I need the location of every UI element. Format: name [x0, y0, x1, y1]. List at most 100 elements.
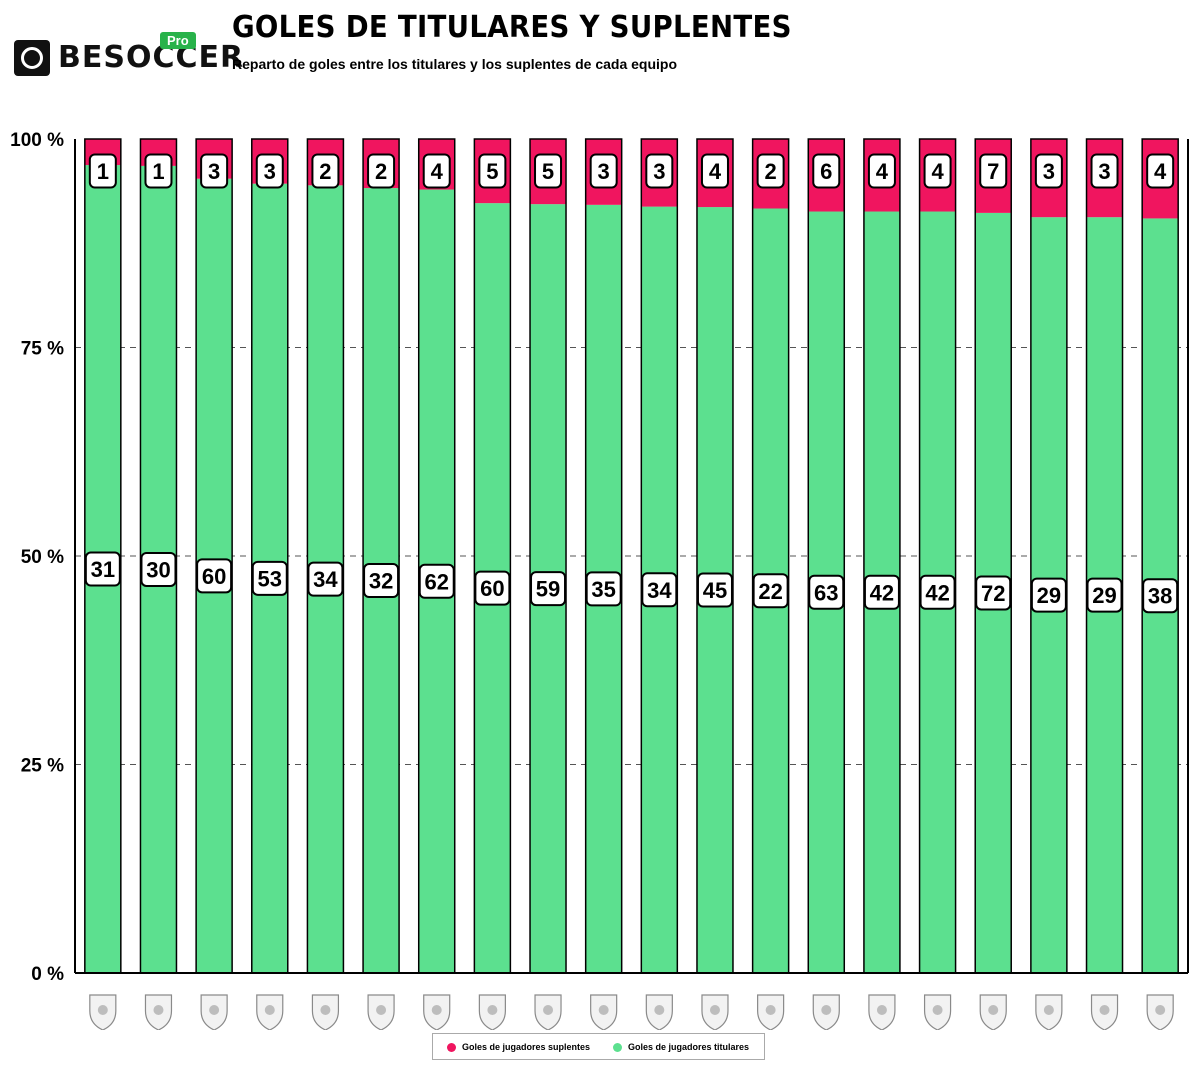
bar-value-label-suplentes: 5 — [486, 159, 498, 184]
real-madrid-crest-icon — [423, 994, 451, 1030]
bar-value-label-suplentes: 4 — [1154, 159, 1167, 184]
y-tick-label: 50 % — [21, 547, 64, 568]
bar-value-label-titulares: 22 — [758, 579, 782, 604]
bar-value-label-titulares-box — [641, 572, 678, 608]
osasuna-crest-icon — [590, 994, 618, 1030]
manchester-city-crest-icon — [478, 994, 506, 1030]
bar-value-label-suplentes-box — [478, 153, 507, 189]
bar-value-label-titulares: 53 — [258, 566, 282, 591]
bar-value-label-suplentes: 1 — [152, 159, 164, 184]
bar-value-label-suplentes: 4 — [431, 159, 444, 184]
bar-value-label-titulares: 60 — [202, 564, 226, 589]
y-tick-label: 25 % — [21, 756, 64, 777]
bar-value-label-suplentes: 5 — [542, 159, 554, 184]
bar-value-label-titulares-box — [808, 574, 845, 610]
bar-value-label-suplentes: 6 — [820, 159, 832, 184]
bar-value-label-suplentes-box — [534, 153, 563, 189]
bar-value-label-suplentes-box — [812, 153, 841, 189]
bar-value-label-suplentes-box — [1146, 153, 1175, 189]
udinese-crest-icon — [311, 994, 340, 1030]
bar-value-label-suplentes-box — [1034, 153, 1063, 189]
legend-item-titulares: Goles de jugadores titulares — [613, 1042, 749, 1052]
bar-value-label-titulares-box — [863, 574, 900, 610]
bar-value-label-suplentes: 3 — [653, 159, 665, 184]
bar-value-label-suplentes-box — [367, 153, 396, 189]
bar-value-label-suplentes: 4 — [931, 159, 944, 184]
bar-value-label-titulares: 72 — [981, 581, 1005, 606]
bar-value-label-titulares-box — [307, 561, 344, 597]
bar-value-label-suplentes-box — [144, 153, 173, 189]
bar-value-label-suplentes-box — [88, 153, 117, 189]
sevilla-crest-icon — [1035, 994, 1063, 1030]
bar-value-label-suplentes: 3 — [264, 159, 276, 184]
bar-value-label-suplentes: 3 — [208, 159, 220, 184]
legend-suplentes-swatch — [447, 1042, 456, 1052]
bar-value-label-titulares-box — [919, 574, 956, 610]
logo-text: BESOCCER — [58, 40, 245, 75]
bar-value-label-titulares: 42 — [925, 580, 949, 605]
bar-value-label-suplentes-box — [756, 153, 785, 189]
bar-value-label-suplentes-box — [200, 153, 229, 189]
inter-crest-icon — [812, 994, 840, 1030]
bar-value-label-titulares: 31 — [91, 557, 115, 582]
bar-value-label-suplentes: 4 — [709, 159, 722, 184]
bar-value-label-titulares-box — [196, 558, 233, 594]
bar-value-label-suplentes: 4 — [876, 159, 889, 184]
bar-value-label-suplentes: 3 — [1043, 159, 1055, 184]
bar-value-label-titulares: 29 — [1092, 583, 1116, 608]
bar-value-label-suplentes-box — [979, 153, 1008, 189]
bar-value-label-suplentes-box — [422, 153, 451, 189]
bar-value-label-suplentes-box — [311, 153, 340, 189]
gladbach-crest-icon — [701, 994, 729, 1030]
legend-titulares-swatch — [613, 1042, 622, 1052]
legend-item-suplentes: Goles de jugadores suplentes — [447, 1042, 590, 1052]
bar-value-label-titulares-box — [1086, 577, 1123, 613]
logo-pro-badge: Pro — [160, 32, 196, 49]
leipzig-crest-icon — [923, 994, 952, 1030]
chart-title: GOLES DE TITULARES Y SUPLENTES — [232, 10, 792, 45]
bar-value-label-suplentes-box — [645, 153, 674, 189]
bar-value-label-titulares-box — [696, 572, 733, 608]
bar-value-label-suplentes-box — [1090, 153, 1119, 189]
bar-value-label-titulares-box — [140, 551, 177, 587]
liverpool-crest-icon — [979, 994, 1007, 1030]
bar-value-label-suplentes: 7 — [987, 159, 999, 184]
bar-value-label-titulares: 62 — [424, 569, 448, 594]
chart-subtitle: Reparto de goles entre los titulares y l… — [232, 56, 678, 72]
bar-value-label-suplentes-box — [700, 153, 729, 189]
bar-value-label-titulares-box — [84, 551, 121, 587]
bar-value-label-suplentes: 2 — [765, 159, 777, 184]
bar-value-label-titulares: 34 — [647, 578, 672, 603]
legend-titulares-label: Goles de jugadores titulares — [628, 1042, 750, 1052]
y-tick-label: 100 % — [10, 130, 64, 151]
bar-value-label-titulares-box — [975, 575, 1012, 611]
bar-value-label-titulares: 38 — [1148, 584, 1172, 609]
bar-value-label-suplentes-box — [589, 153, 618, 189]
bar-value-label-titulares-box — [585, 571, 622, 607]
bar-value-label-titulares: 35 — [591, 577, 615, 602]
bar-value-label-titulares: 63 — [814, 580, 838, 605]
brentford-crest-icon — [256, 994, 284, 1030]
stacked-bar-chart: 0 %25 %50 %75 %100 %31130160353334232262… — [10, 130, 1189, 1030]
bar-value-label-titulares: 60 — [480, 576, 504, 601]
bar-value-label-suplentes: 1 — [97, 159, 109, 184]
bar-value-label-suplentes-box — [255, 153, 284, 189]
bar-value-label-titulares-box — [1030, 577, 1067, 613]
legend-suplentes-label: Goles de jugadores suplentes — [462, 1042, 591, 1052]
bar-value-label-suplentes: 3 — [598, 159, 610, 184]
bar-value-label-titulares-box — [474, 570, 511, 606]
besoccer-logo: BESOCCER Pro — [14, 32, 243, 80]
ipswich-crest-icon — [1090, 994, 1119, 1030]
y-tick-label: 75 % — [21, 339, 64, 360]
bar-value-label-titulares-box — [530, 571, 567, 607]
freiburg-crest-icon — [1146, 994, 1174, 1030]
asse-crest-icon — [367, 994, 395, 1030]
legend: Goles de jugadores suplentes Goles de ju… — [432, 1033, 765, 1060]
manchester-united-crest-icon — [645, 994, 673, 1030]
bar-value-label-titulares: 42 — [870, 580, 894, 605]
y-tick-label: 0 % — [31, 964, 64, 985]
bar-value-label-suplentes: 2 — [375, 159, 387, 184]
bar-value-label-titulares: 59 — [536, 577, 560, 602]
bar-value-label-titulares: 34 — [313, 567, 338, 592]
bar-value-label-suplentes-box — [867, 153, 896, 189]
